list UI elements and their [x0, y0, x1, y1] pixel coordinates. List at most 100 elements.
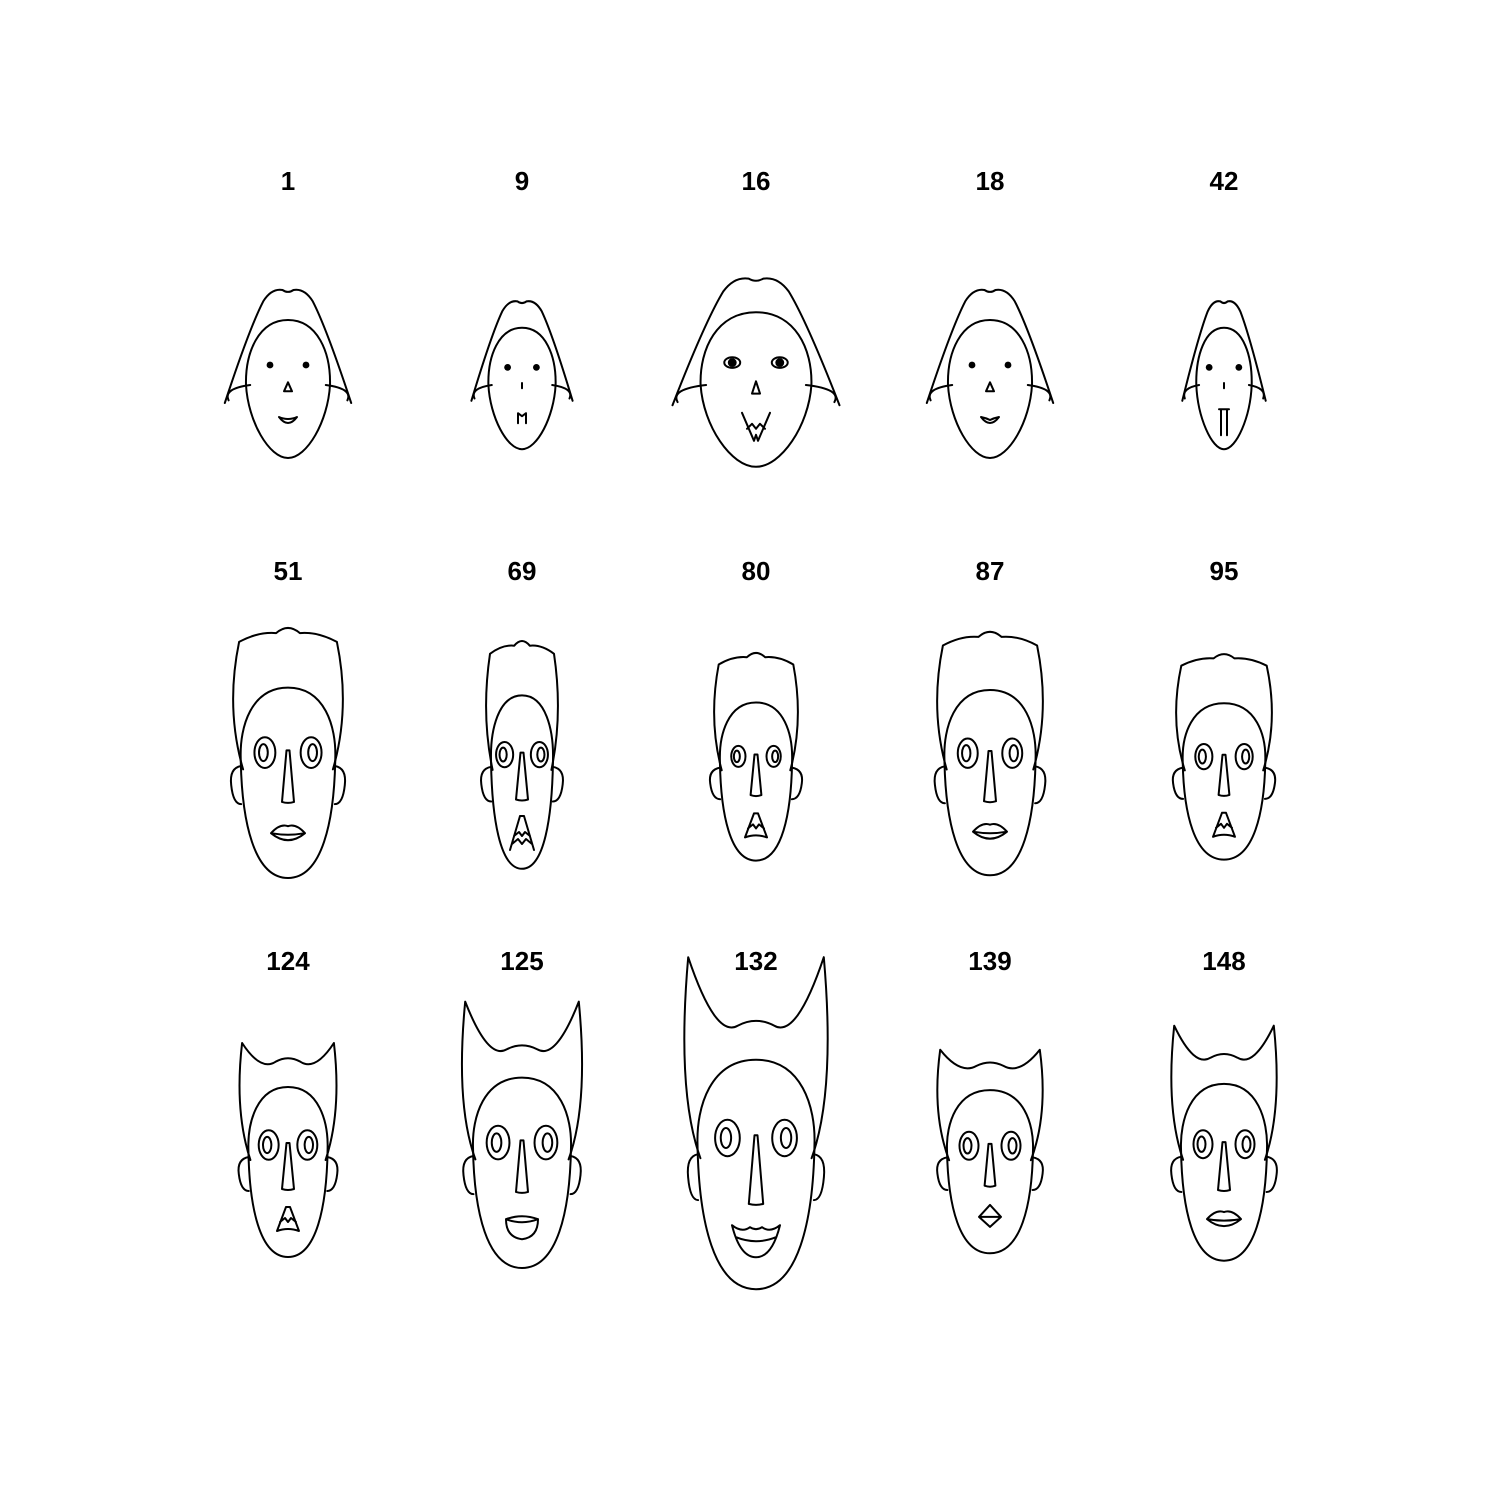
face-label: 87 — [976, 556, 1005, 586]
eye — [253, 736, 277, 769]
pupil — [727, 358, 737, 368]
face-outline — [489, 694, 555, 870]
mouth — [270, 824, 306, 842]
ear — [326, 1156, 339, 1192]
eye — [1234, 1129, 1256, 1160]
face — [480, 640, 564, 870]
eye — [529, 741, 549, 769]
nose — [985, 381, 995, 393]
ear — [936, 1156, 949, 1191]
pupil — [1004, 361, 1012, 369]
face-outline — [696, 1058, 816, 1291]
face-outline — [1195, 326, 1253, 451]
face-outline — [239, 686, 337, 879]
hair — [232, 626, 344, 771]
eye — [533, 1124, 559, 1161]
pupil — [1241, 748, 1251, 765]
face-outline — [1179, 1082, 1269, 1262]
ear — [1263, 766, 1277, 800]
face-outline — [487, 326, 557, 451]
mouth — [517, 412, 527, 425]
face — [671, 277, 841, 468]
eye — [1234, 743, 1254, 771]
face-label: 95 — [1210, 556, 1239, 586]
pupil — [307, 743, 318, 763]
eye — [770, 356, 789, 369]
face — [1170, 1024, 1278, 1262]
mouth — [276, 1206, 300, 1232]
pupil — [962, 1137, 973, 1155]
hair — [936, 630, 1044, 771]
hair — [460, 1000, 584, 1161]
ear — [1034, 765, 1047, 805]
eye — [299, 736, 323, 769]
eye — [958, 1130, 980, 1161]
eye — [1192, 1129, 1214, 1160]
face-label: 124 — [266, 946, 310, 976]
face-label: 51 — [274, 556, 303, 586]
nose — [515, 1139, 529, 1194]
nose — [983, 750, 997, 804]
eye — [956, 737, 979, 769]
nose — [1217, 753, 1231, 797]
ear — [229, 765, 243, 806]
eye — [485, 1124, 511, 1161]
face — [237, 1042, 339, 1258]
face — [925, 288, 1055, 459]
nose — [749, 753, 763, 798]
eye — [1001, 737, 1024, 769]
face-label: 18 — [976, 166, 1005, 196]
face-label: 1 — [281, 166, 295, 196]
face-outline — [1181, 702, 1267, 861]
face-outline — [946, 319, 1034, 459]
face-label: 132 — [734, 946, 777, 976]
ear — [686, 1153, 700, 1202]
face — [933, 630, 1047, 877]
hair — [713, 651, 799, 772]
ear — [708, 766, 722, 801]
nose — [747, 1134, 765, 1206]
pupil — [302, 361, 310, 369]
pupil — [771, 749, 780, 764]
mouth — [741, 411, 771, 442]
ear — [462, 1155, 475, 1196]
ear — [333, 765, 347, 806]
mouth — [1218, 408, 1230, 437]
face-outline — [699, 311, 813, 468]
face-outline — [943, 689, 1037, 877]
pupil — [261, 1135, 273, 1155]
nose — [751, 380, 761, 395]
eye — [1000, 1130, 1022, 1161]
pupil — [1235, 364, 1243, 371]
mouth — [978, 1203, 1002, 1228]
eye — [495, 741, 515, 769]
pupil — [732, 749, 741, 764]
face — [470, 300, 574, 451]
face-label: 80 — [742, 556, 771, 586]
pupil — [504, 364, 511, 371]
nose — [281, 1142, 295, 1191]
ear — [812, 1153, 826, 1202]
face-label: 69 — [508, 556, 537, 586]
hair — [936, 1048, 1044, 1162]
pupil — [779, 1126, 793, 1150]
hair — [238, 1042, 338, 1161]
nose — [283, 381, 293, 393]
face — [460, 1000, 584, 1269]
face-outline — [945, 1089, 1035, 1255]
ear — [1171, 766, 1185, 800]
ear — [551, 765, 564, 803]
mouth — [1206, 1210, 1242, 1228]
pupil — [1241, 1135, 1252, 1153]
face-label: 139 — [968, 946, 1011, 976]
eye — [296, 1129, 319, 1161]
mouth — [278, 416, 298, 424]
mouth — [980, 416, 1000, 424]
pupil — [961, 744, 972, 763]
face — [1181, 300, 1267, 451]
face — [1171, 653, 1277, 861]
hair — [683, 956, 829, 1160]
pupil — [533, 364, 540, 371]
eye — [765, 744, 782, 768]
